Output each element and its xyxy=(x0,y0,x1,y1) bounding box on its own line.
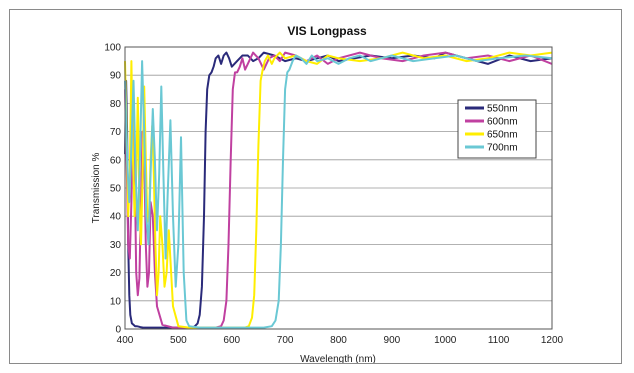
legend-label: 700nm xyxy=(487,143,518,154)
legend: 550nm 600nm 650nm 700nm xyxy=(457,99,537,159)
chart-frame: VIS Longpass 0 10 20 30 40 50 60 70 80 90 100 400 5… xyxy=(9,9,622,364)
chart-svg: VIS Longpass 0 10 20 30 40 50 60 70 80 90 100 400 5… xyxy=(91,24,564,363)
x-tick-label: 900 xyxy=(384,335,401,346)
series-line-550nm xyxy=(124,51,553,329)
chart-title: VIS Longpass xyxy=(287,24,367,38)
legend-label: 650nm xyxy=(487,130,518,141)
series-line-650nm xyxy=(124,51,553,329)
x-tick-label: 500 xyxy=(170,335,187,346)
y-tick-label: 10 xyxy=(110,296,122,307)
x-tick-label: 400 xyxy=(117,335,134,346)
y-tick-label: 70 xyxy=(110,127,122,138)
y-tick-label: 90 xyxy=(110,71,122,82)
y-tick-label: 50 xyxy=(110,184,122,195)
x-tick-label: 800 xyxy=(330,335,347,346)
series-line-700nm xyxy=(124,54,553,329)
y-tick-label: 100 xyxy=(104,43,121,54)
y-tick-label: 20 xyxy=(110,268,122,279)
x-axis-title: Wavelength (nm) xyxy=(300,354,376,363)
y-tick-label: 40 xyxy=(110,212,122,223)
y-tick-labels: 0 10 20 30 40 50 60 70 80 90 100 xyxy=(104,43,121,336)
legend-label: 600nm xyxy=(487,117,518,128)
series-lines xyxy=(124,51,553,329)
x-tick-label: 1200 xyxy=(541,335,564,346)
x-tick-label: 1000 xyxy=(434,335,457,346)
x-tick-label: 1100 xyxy=(488,335,510,346)
y-tick-label: 30 xyxy=(110,240,122,251)
plot-area xyxy=(124,46,553,330)
y-tick-label: 80 xyxy=(110,99,122,110)
series-line-600nm xyxy=(124,51,553,329)
grid-lines xyxy=(125,46,552,330)
legend-label: 550nm xyxy=(487,104,518,115)
y-tick-label: 0 xyxy=(115,325,121,336)
y-tick-label: 60 xyxy=(110,155,122,166)
x-tick-label: 600 xyxy=(223,335,240,346)
y-axis-title: Transmission % xyxy=(91,153,102,224)
x-tick-label: 700 xyxy=(277,335,294,346)
x-tick-labels: 400 500 600 700 800 900 1000 1100 1200 xyxy=(117,335,564,346)
